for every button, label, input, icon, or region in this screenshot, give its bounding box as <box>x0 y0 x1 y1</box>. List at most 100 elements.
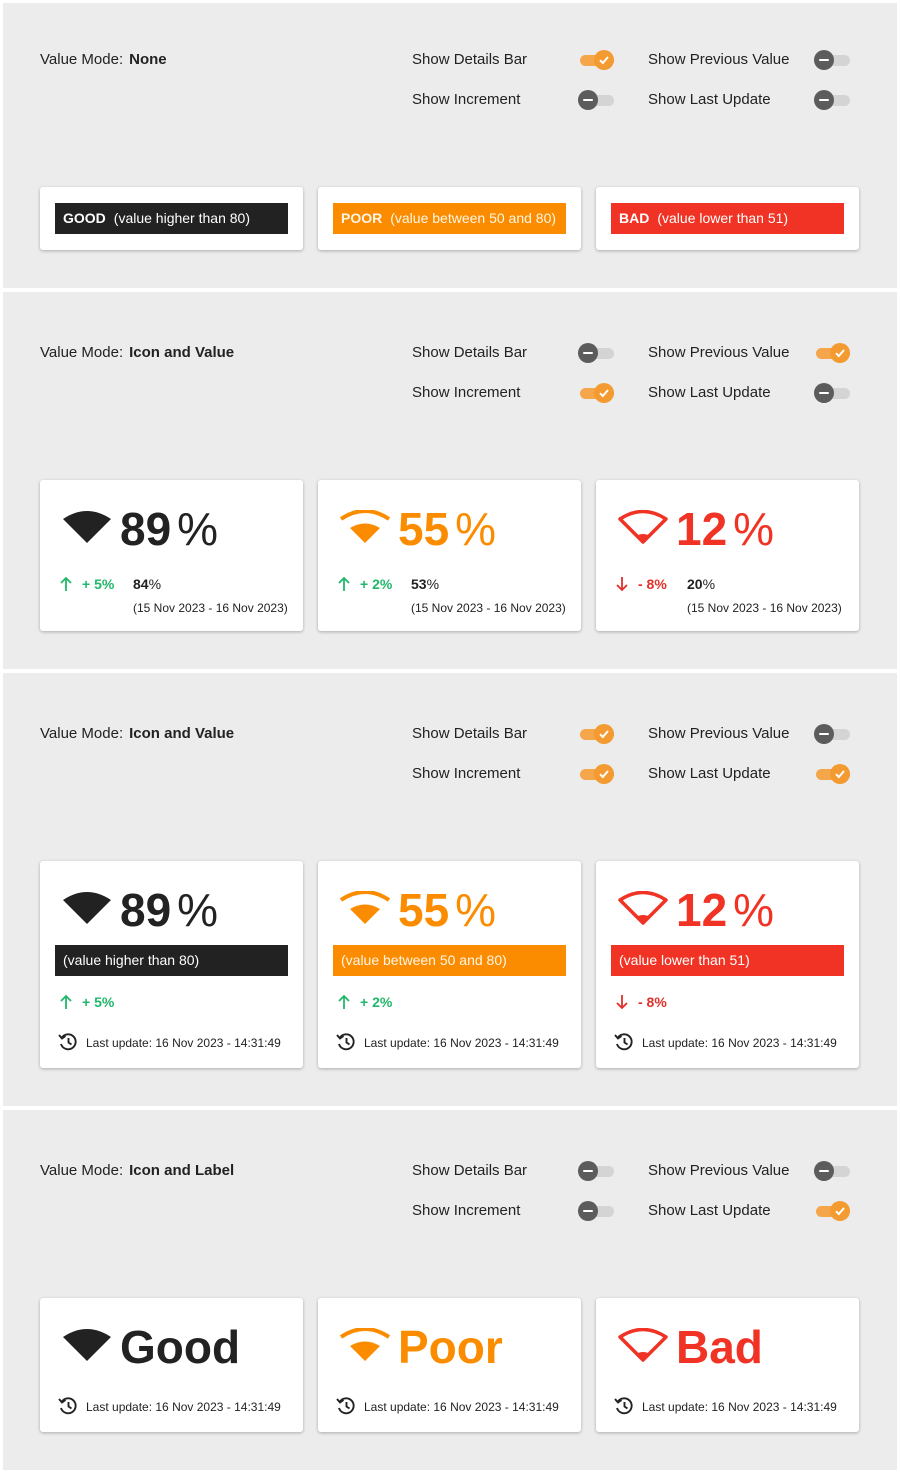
value-mode-value: None <box>129 51 167 68</box>
check-icon <box>835 1207 845 1216</box>
arrow-down-icon <box>616 577 628 592</box>
show-details-bar-toggle[interactable] <box>578 343 614 363</box>
kpi-value: 55% <box>398 503 497 555</box>
last-update: Last update: 16 Nov 2023 - 14:31:49 <box>614 1032 837 1052</box>
wifi-signal-icon <box>618 891 668 925</box>
value-mode-label: Value Mode: None <box>40 51 167 68</box>
check-icon <box>835 770 845 779</box>
show-previous-value-toggle[interactable] <box>814 50 850 70</box>
show-previous-value-toggle[interactable] <box>814 724 850 744</box>
kpi-card-good: 89% (value higher than 80) + 5% Last upd… <box>40 861 303 1068</box>
show-increment-toggle[interactable] <box>578 1201 614 1221</box>
show-previous-value-label: Show Previous Value <box>648 344 790 361</box>
value-mode-value: Icon and Value <box>129 725 235 742</box>
kpi-label: Bad <box>676 1321 763 1373</box>
previous-value: 53% (15 Nov 2023 - 16 Nov 2023) <box>411 576 566 615</box>
wifi-signal-icon <box>340 891 390 924</box>
value-mode-label: Value Mode: Icon and Value <box>40 725 235 742</box>
kpi-value: 12% <box>676 503 775 555</box>
details-bar-bad: (value lower than 51) <box>611 945 844 976</box>
show-last-update-toggle[interactable] <box>814 1201 850 1221</box>
last-update: Last update: 16 Nov 2023 - 14:31:49 <box>58 1032 281 1052</box>
show-details-bar-toggle[interactable] <box>578 1161 614 1181</box>
increment: - 8% <box>614 575 667 593</box>
kpi-card-bad: 12% (value lower than 51) - 8% Last upda… <box>596 861 859 1068</box>
wifi-signal-icon <box>63 1329 111 1361</box>
label-card-poor: Poor Last update: 16 Nov 2023 - 14:31:49 <box>318 1298 581 1432</box>
minus-icon <box>578 343 598 363</box>
show-previous-value-label: Show Previous Value <box>648 725 790 742</box>
minus-icon <box>578 1161 598 1181</box>
previous-range: (15 Nov 2023 - 16 Nov 2023) <box>133 601 288 615</box>
wifi-signal-icon <box>63 511 111 543</box>
value-mode-value: Icon and Value <box>129 344 235 361</box>
arrow-up-icon <box>60 576 72 591</box>
show-last-update-toggle[interactable] <box>814 383 850 403</box>
increment: + 5% <box>58 575 114 593</box>
arrow-up-icon <box>60 994 72 1009</box>
legend-bar-bad: BAD (value lower than 51) <box>611 203 844 234</box>
minus-icon <box>814 383 834 403</box>
value-mode-label: Value Mode: Icon and Value <box>40 344 235 361</box>
settings-panel-icon-and-label: Value Mode: Icon and Label Show Details B… <box>3 1110 897 1470</box>
settings-panel-value-mode-none: Value Mode: None Show Details Bar Show Pr… <box>3 3 897 288</box>
show-increment-label: Show Increment <box>412 384 521 401</box>
settings-panel-icon-and-value-previous: Value Mode: Icon and Value Show Details B… <box>3 292 897 669</box>
show-details-bar-label: Show Details Bar <box>412 51 528 68</box>
show-increment-toggle[interactable] <box>578 383 614 403</box>
show-details-bar-toggle[interactable] <box>578 724 614 744</box>
legend-card-poor: POOR (value between 50 and 80) <box>318 187 581 250</box>
check-icon <box>599 770 609 779</box>
show-increment-label: Show Increment <box>412 1202 521 1219</box>
minus-icon <box>578 1201 598 1221</box>
previous-value: 84% (15 Nov 2023 - 16 Nov 2023) <box>133 576 288 615</box>
minus-icon <box>814 724 834 744</box>
history-icon <box>336 1397 355 1415</box>
show-last-update-label: Show Last Update <box>648 1202 771 1219</box>
previous-range: (15 Nov 2023 - 16 Nov 2023) <box>411 601 566 615</box>
label-card-good: Good Last update: 16 Nov 2023 - 14:31:49 <box>40 1298 303 1432</box>
arrow-up-icon <box>338 576 350 591</box>
show-increment-label: Show Increment <box>412 765 521 782</box>
value-mode-value: Icon and Label <box>129 1162 235 1179</box>
check-icon <box>835 349 845 358</box>
history-icon <box>336 1033 355 1051</box>
wifi-signal-icon <box>618 1328 668 1362</box>
check-icon <box>599 730 609 739</box>
arrow-down-icon <box>616 995 628 1010</box>
kpi-label: Poor <box>398 1321 503 1373</box>
kpi-card-bad: 12% - 8% 20% (15 Nov 2023 - 16 Nov 2023) <box>596 480 859 631</box>
wifi-signal-icon <box>618 510 668 544</box>
kpi-card-good: 89% + 5% 84% (15 Nov 2023 - 16 Nov 2023) <box>40 480 303 631</box>
show-last-update-toggle[interactable] <box>814 764 850 784</box>
show-details-bar-toggle[interactable] <box>578 50 614 70</box>
legend-card-bad: BAD (value lower than 51) <box>596 187 859 250</box>
increment: + 2% <box>336 993 392 1011</box>
previous-value: 20% (15 Nov 2023 - 16 Nov 2023) <box>687 576 842 615</box>
kpi-value: 12% <box>676 884 775 936</box>
last-update: Last update: 16 Nov 2023 - 14:31:49 <box>336 1396 559 1416</box>
details-bar-poor: (value between 50 and 80) <box>333 945 566 976</box>
kpi-card-poor: 55% + 2% 53% (15 Nov 2023 - 16 Nov 2023) <box>318 480 581 631</box>
minus-icon <box>814 1161 834 1181</box>
show-last-update-label: Show Last Update <box>648 384 771 401</box>
value-mode-label: Value Mode: Icon and Label <box>40 1162 235 1179</box>
show-last-update-toggle[interactable] <box>814 90 850 110</box>
check-icon <box>599 56 609 65</box>
settings-panel-icon-and-value-details: Value Mode: Icon and Value Show Details B… <box>3 673 897 1106</box>
show-increment-toggle[interactable] <box>578 764 614 784</box>
arrow-up-icon <box>338 994 350 1009</box>
check-icon <box>599 389 609 398</box>
legend-bar-poor: POOR (value between 50 and 80) <box>333 203 566 234</box>
increment: + 5% <box>58 993 114 1011</box>
last-update: Last update: 16 Nov 2023 - 14:31:49 <box>336 1032 559 1052</box>
show-previous-value-toggle[interactable] <box>814 1161 850 1181</box>
kpi-label: Good <box>120 1321 241 1373</box>
kpi-value: 89% <box>120 503 219 555</box>
wifi-signal-icon <box>340 1328 390 1361</box>
show-previous-value-toggle[interactable] <box>814 343 850 363</box>
previous-range: (15 Nov 2023 - 16 Nov 2023) <box>687 601 842 615</box>
history-icon <box>614 1397 633 1415</box>
legend-bar-good: GOOD (value higher than 80) <box>55 203 288 234</box>
show-increment-toggle[interactable] <box>578 90 614 110</box>
